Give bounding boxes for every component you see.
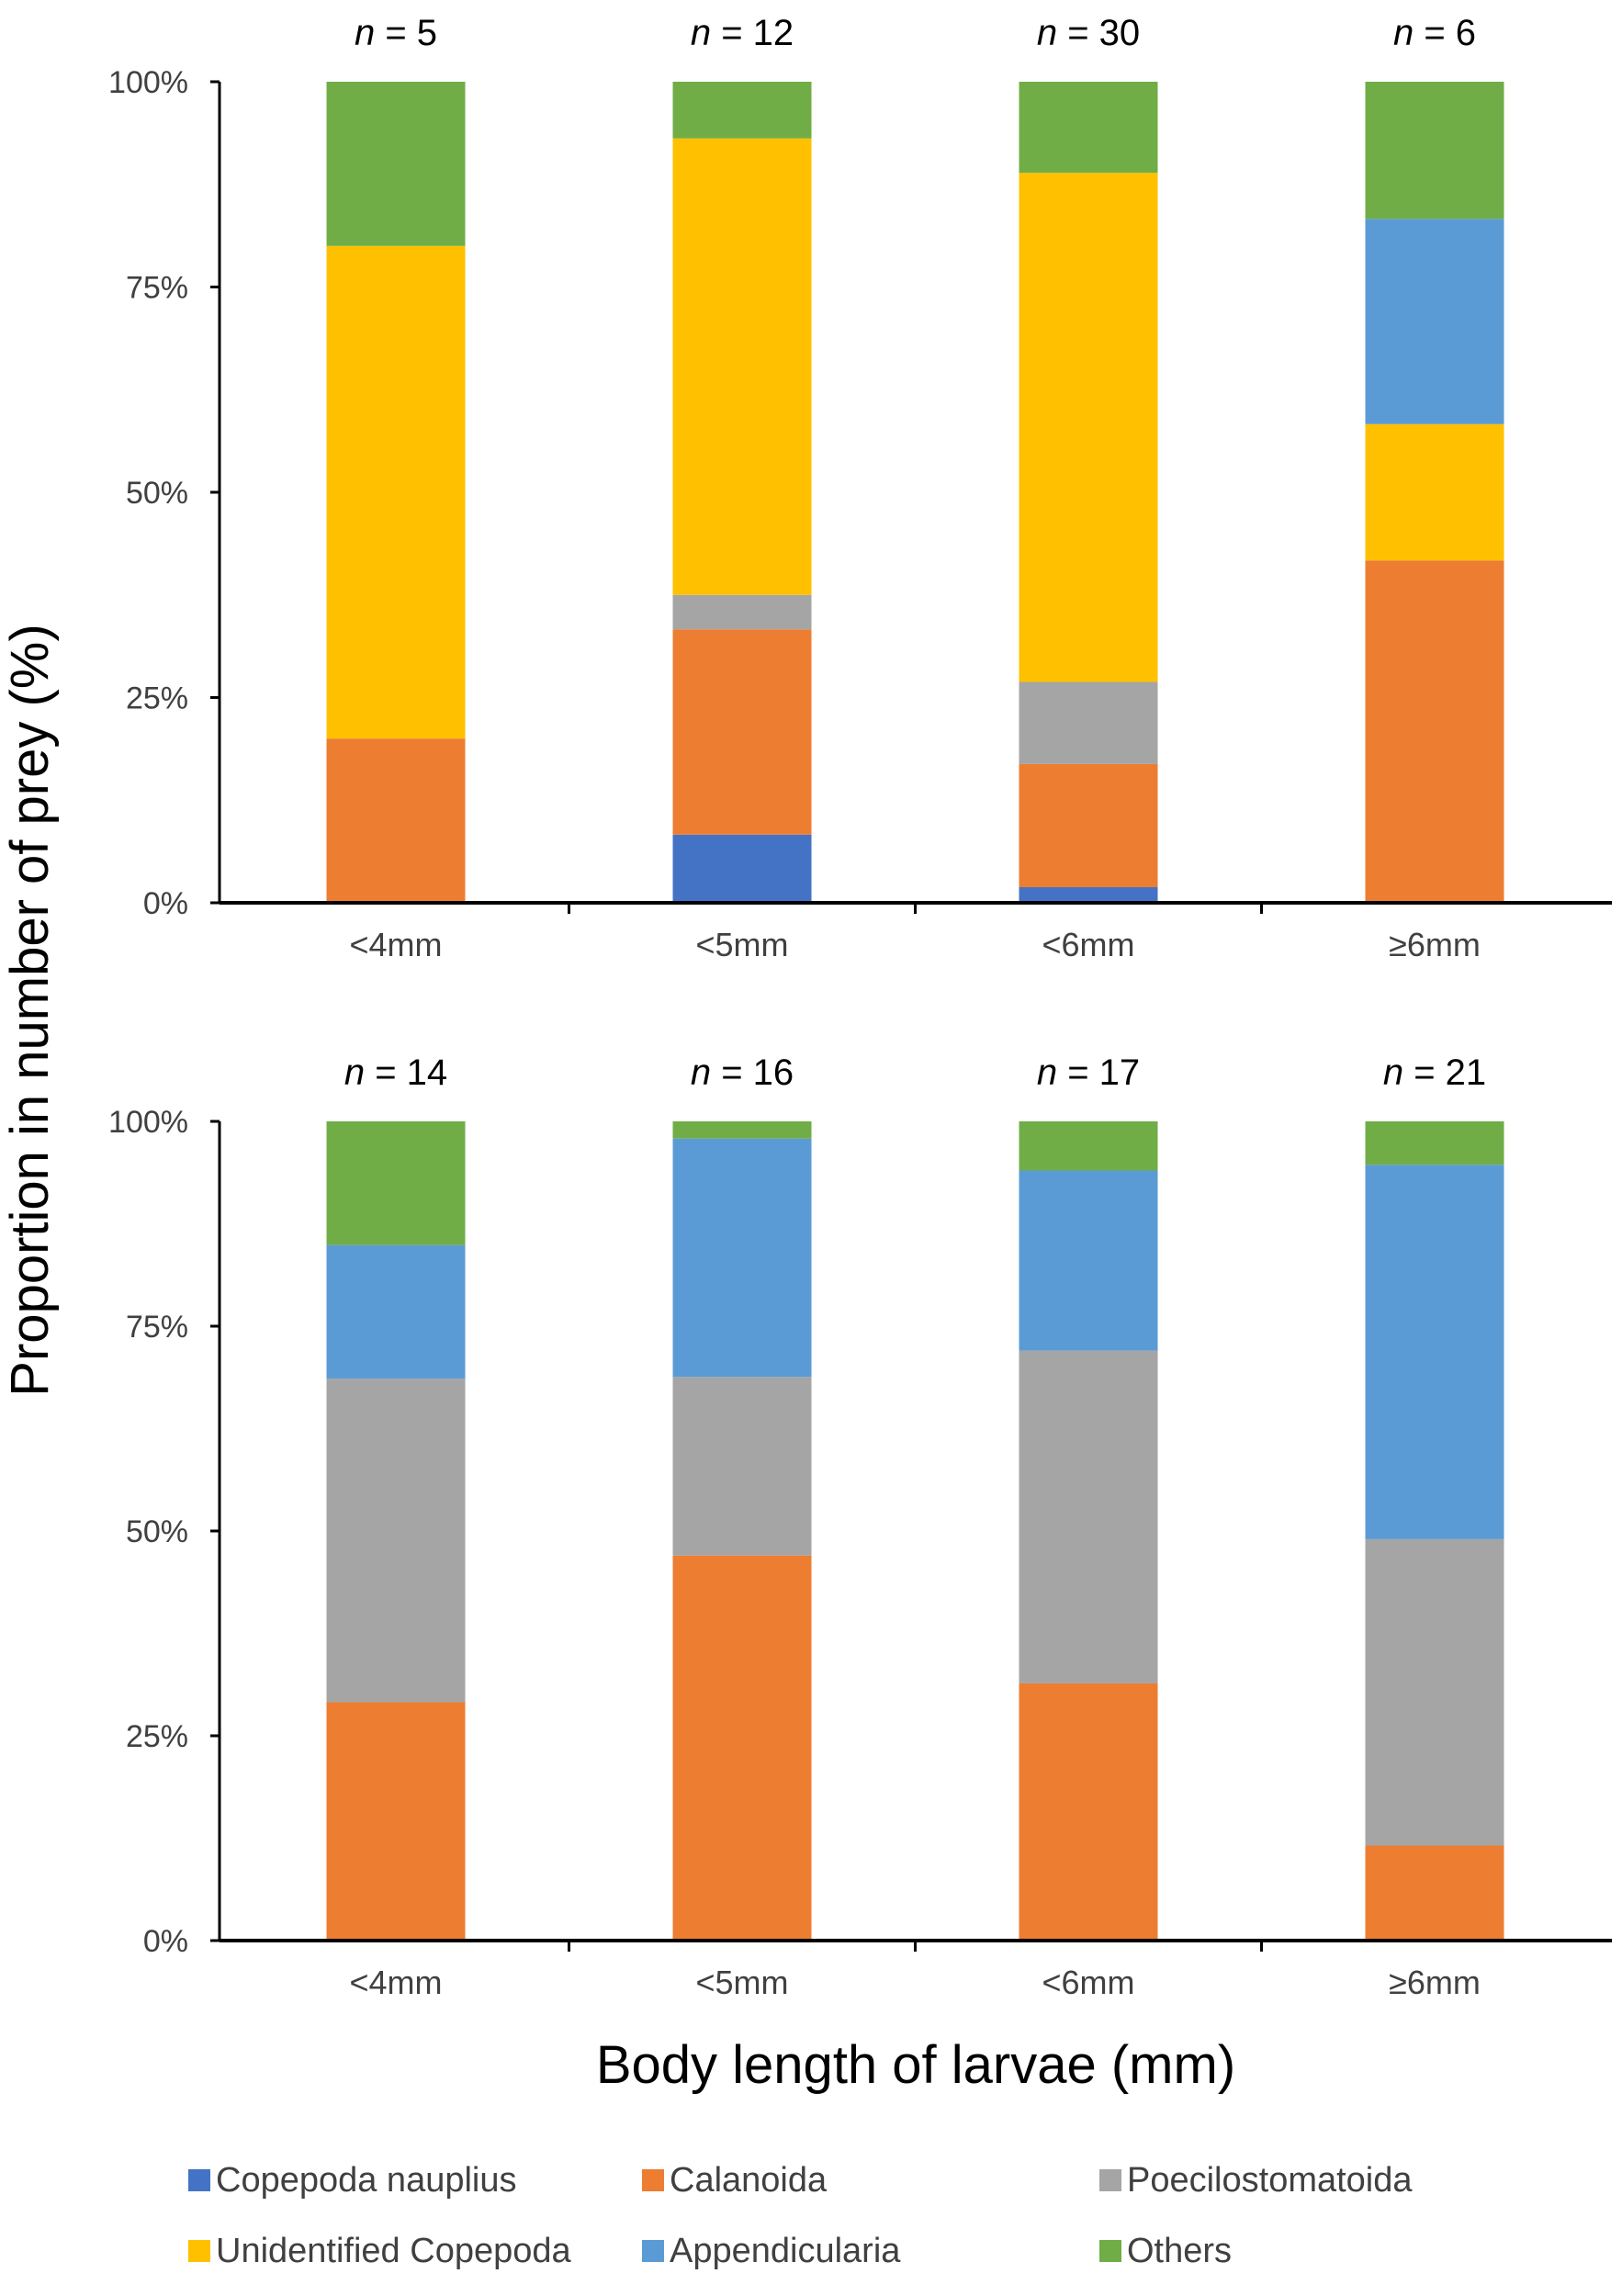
legend-item: Calanoida: [642, 2161, 828, 2200]
bar-segment-poecilostomatoida: [1365, 1538, 1504, 1846]
legend-item: Appendicularia: [642, 2232, 901, 2270]
sample-size-label: n = 16: [691, 1052, 794, 1093]
legend-swatch: [1099, 2240, 1121, 2262]
x-tick-label: ≥6mm: [1389, 926, 1481, 963]
bar-segment-calanoida: [326, 738, 466, 903]
legend-label: Calanoida: [670, 2161, 828, 2200]
bar-segment-others: [672, 82, 812, 139]
bar-segment-calanoida: [1365, 1845, 1504, 1941]
legend-swatch: [188, 2240, 210, 2262]
x-tick-label: ≥6mm: [1389, 1964, 1481, 2001]
bar-segment-appendicularia: [1365, 1165, 1504, 1539]
bar-segment-appendicularia: [1019, 1170, 1158, 1351]
bar-segment-calanoida: [1019, 1683, 1158, 1941]
x-tick-label: <6mm: [1042, 926, 1134, 963]
bar-segment-others: [1019, 82, 1158, 174]
bar-segment-unidentified-copepoda: [1365, 423, 1504, 561]
legend-label: Copepoda nauplius: [216, 2161, 517, 2200]
x-tick-label: <5mm: [695, 1964, 788, 2001]
y-tick-label: 100%: [108, 65, 188, 100]
bar-segment-appendicularia: [326, 1244, 466, 1379]
x-axis-title: Body length of larvae (mm): [596, 2035, 1235, 2095]
legend-label: Others: [1127, 2232, 1232, 2270]
bar-segment-calanoida: [1019, 763, 1158, 888]
y-tick-label: 50%: [126, 476, 188, 511]
sample-size-label: n = 17: [1037, 1052, 1140, 1093]
bar-segment-calanoida: [1365, 560, 1504, 903]
sample-size-label: n = 14: [344, 1052, 447, 1093]
bar-segment-poecilostomatoida: [1019, 1350, 1158, 1683]
legend-item: Others: [1099, 2232, 1232, 2270]
legend-label: Poecilostomatoida: [1127, 2161, 1413, 2200]
bar-segment-others: [1365, 82, 1504, 219]
bar-segment-calanoida: [672, 1555, 812, 1941]
legend-item: Unidentified Copepoda: [188, 2232, 571, 2270]
y-tick-label: 100%: [108, 1105, 188, 1140]
legend-swatch: [188, 2169, 210, 2191]
x-tick-label: <5mm: [695, 926, 788, 963]
bar-segment-others: [1019, 1121, 1158, 1171]
legend-label: Appendicularia: [670, 2232, 901, 2270]
y-axis-title: Proportion in number of prey (%): [0, 624, 60, 1396]
y-tick-label: 50%: [126, 1514, 188, 1549]
bar-segment-others: [326, 82, 466, 246]
y-tick-label: 0%: [143, 1924, 188, 1959]
panel-top: 0% 25% 50% 75% 100% <4mm n = 5 <5mm n = 12 <6mm n …: [108, 13, 1612, 963]
bar-segment-calanoida: [326, 1702, 466, 1941]
bar-segment-poecilostomatoida: [672, 1377, 812, 1556]
sample-size-label: n = 5: [355, 13, 437, 53]
sample-size-label: n = 30: [1037, 13, 1140, 53]
y-tick-label: 25%: [126, 681, 188, 716]
bar-segment-others: [326, 1121, 466, 1245]
legend-item: Copepoda nauplius: [188, 2161, 517, 2200]
bar-segment-copepoda-nauplius: [672, 834, 812, 903]
legend-item: Poecilostomatoida: [1099, 2161, 1413, 2200]
bar-segment-appendicularia: [1365, 219, 1504, 424]
x-tick-label: <4mm: [349, 926, 442, 963]
bar-segment-calanoida: [672, 629, 812, 835]
y-tick-label: 75%: [126, 1310, 188, 1345]
panel-bottom: 0% 25% 50% 75% 100% <4mm n = 14 <5mm n = 16 <6mm n…: [108, 1052, 1612, 2001]
legend-swatch: [642, 2240, 664, 2262]
bar-segment-copepoda-nauplius: [1019, 887, 1158, 903]
bar-segment-unidentified-copepoda: [672, 138, 812, 595]
sample-size-label: n = 21: [1383, 1052, 1486, 1093]
y-tick-label: 75%: [126, 271, 188, 306]
sample-size-label: n = 12: [691, 13, 794, 53]
bar-segment-others: [672, 1121, 812, 1139]
bar-segment-poecilostomatoida: [1019, 681, 1158, 764]
bar-segment-others: [1365, 1121, 1504, 1165]
x-tick-label: <6mm: [1042, 1964, 1134, 2001]
x-tick-label: <4mm: [349, 1964, 442, 2001]
bar-segment-appendicularia: [672, 1138, 812, 1378]
legend-swatch: [1099, 2169, 1121, 2191]
sample-size-label: n = 6: [1393, 13, 1476, 53]
y-tick-label: 0%: [143, 886, 188, 921]
bar-segment-unidentified-copepoda: [1019, 173, 1158, 682]
legend-label: Unidentified Copepoda: [216, 2232, 571, 2270]
bar-segment-unidentified-copepoda: [326, 245, 466, 739]
bar-segment-poecilostomatoida: [326, 1379, 466, 1703]
bar-segment-poecilostomatoida: [672, 594, 812, 630]
legend: Copepoda nauplius Calanoida Poecilostomato…: [188, 2161, 1413, 2270]
legend-swatch: [642, 2169, 664, 2191]
y-tick-label: 25%: [126, 1719, 188, 1754]
